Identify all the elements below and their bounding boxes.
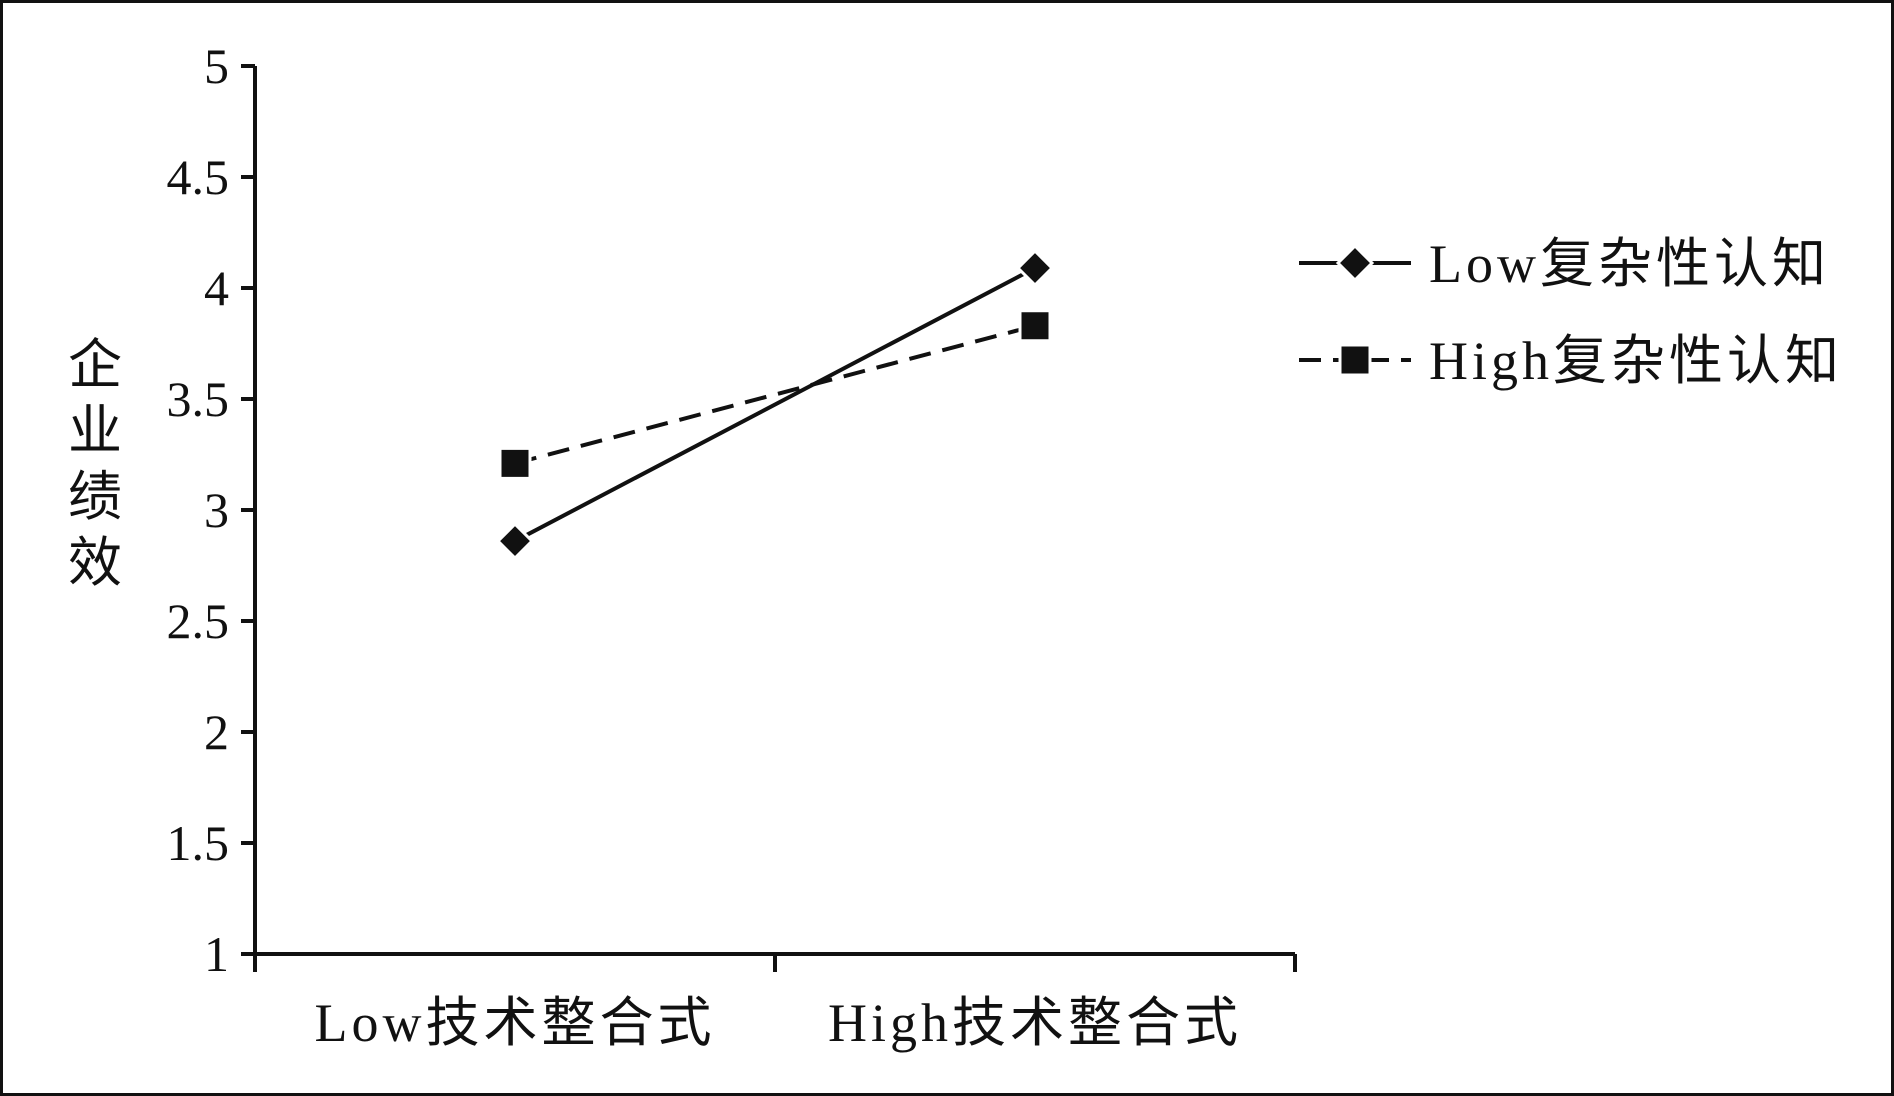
x-category-label: Low技术整合式 — [315, 993, 716, 1053]
y-axis-label-char: 绩 — [68, 467, 122, 527]
y-tick-label: 2.5 — [167, 593, 230, 649]
y-axis-label-char: 效 — [68, 533, 122, 593]
legend-label: Low复杂性认知 — [1429, 234, 1830, 294]
legend-marker-diamond — [1335, 243, 1375, 283]
data-point-square — [1018, 309, 1052, 343]
series-lines — [514, 266, 1036, 543]
series-line — [514, 323, 1036, 466]
y-tick-label: 3.5 — [167, 371, 230, 427]
data-point-diamond — [1015, 248, 1055, 288]
y-tick-label: 5 — [204, 38, 229, 94]
y-tick-label: 4.5 — [167, 149, 230, 205]
data-point-diamond — [495, 521, 535, 561]
y-tick-label: 1.5 — [167, 815, 230, 871]
legend-label: High复杂性认知 — [1429, 331, 1843, 391]
y-tick-label: 4 — [204, 260, 229, 316]
legend: Low复杂性认知 High复杂性认知 — [1299, 234, 1843, 391]
data-point-square — [498, 446, 532, 480]
x-category-label: High技术整合式 — [828, 993, 1242, 1053]
series-markers — [495, 248, 1055, 561]
axes: 1 1.5 2 2.5 3 3.5 4 4.5 5 Low技术整合式 High技术整合式 — [167, 38, 1297, 1053]
series-line — [514, 266, 1036, 543]
y-axis-label-char: 业 — [68, 401, 122, 461]
y-axis-label-char: 企 — [68, 335, 122, 395]
y-tick-label: 1 — [204, 926, 229, 982]
y-tick-label: 3 — [204, 482, 229, 538]
legend-marker-square — [1338, 343, 1372, 377]
y-tick-label: 2 — [204, 704, 229, 760]
